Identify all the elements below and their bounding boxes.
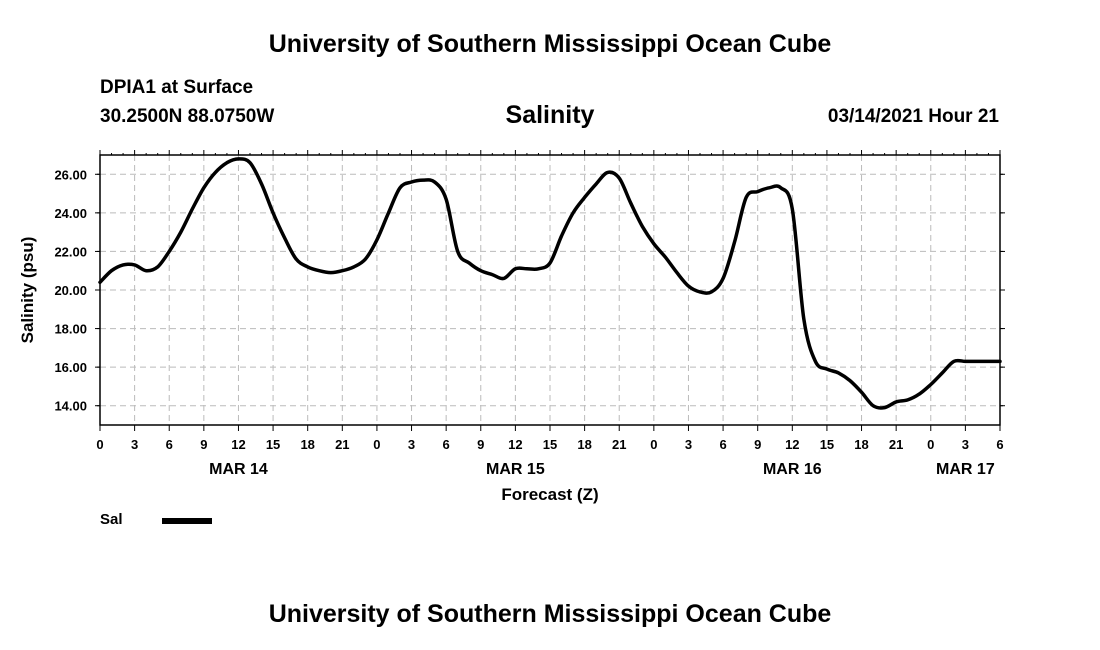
x-tick-label: 15 bbox=[543, 437, 557, 452]
y-tick-label: 18.00 bbox=[54, 322, 87, 337]
y-tick-label: 24.00 bbox=[54, 206, 87, 221]
date-label: MAR 16 bbox=[763, 461, 822, 478]
y-tick-label: 26.00 bbox=[54, 167, 87, 182]
x-tick-label: 15 bbox=[820, 437, 834, 452]
coordinates-label: 30.2500N 88.0750W bbox=[100, 106, 275, 127]
x-tick-label: 0 bbox=[373, 437, 380, 452]
date-label: MAR 14 bbox=[209, 461, 268, 478]
y-axis-title: Salinity (psu) bbox=[18, 237, 37, 344]
x-tick-label: 6 bbox=[719, 437, 726, 452]
x-tick-label: 3 bbox=[685, 437, 692, 452]
x-tick-label: 0 bbox=[650, 437, 657, 452]
top-title: University of Southern Mississippi Ocean… bbox=[268, 30, 832, 58]
x-tick-label: 12 bbox=[231, 437, 245, 452]
x-tick-label: 18 bbox=[854, 437, 868, 452]
x-tick-label: 3 bbox=[131, 437, 138, 452]
x-tick-label: 12 bbox=[785, 437, 799, 452]
x-tick-label: 18 bbox=[577, 437, 591, 452]
x-tick-label: 9 bbox=[477, 437, 484, 452]
x-tick-label: 12 bbox=[508, 437, 522, 452]
x-tick-label: 21 bbox=[612, 437, 626, 452]
x-tick-label: 9 bbox=[754, 437, 761, 452]
y-tick-label: 16.00 bbox=[54, 360, 87, 375]
grid bbox=[100, 155, 1000, 425]
x-tick-label: 0 bbox=[96, 437, 103, 452]
series-line-sal bbox=[98, 157, 1002, 410]
x-tick-label: 15 bbox=[266, 437, 280, 452]
x-tick-label: 6 bbox=[443, 437, 450, 452]
station-label: DPIA1 at Surface bbox=[100, 77, 254, 98]
x-tick-label: 6 bbox=[996, 437, 1003, 452]
datetime-label: 03/14/2021 Hour 21 bbox=[827, 106, 999, 127]
axis-ticks bbox=[95, 150, 1005, 431]
date-label: MAR 17 bbox=[936, 461, 995, 478]
bottom-title: University of Southern Mississippi Ocean… bbox=[268, 600, 832, 628]
y-tick-label: 20.00 bbox=[54, 283, 87, 298]
chart-title: Salinity bbox=[505, 101, 595, 129]
x-tick-label: 3 bbox=[962, 437, 969, 452]
x-axis-title: Forecast (Z) bbox=[501, 485, 598, 504]
x-tick-label: 18 bbox=[300, 437, 314, 452]
x-tick-label: 6 bbox=[166, 437, 173, 452]
x-tick-label: 3 bbox=[408, 437, 415, 452]
x-tick-label: 0 bbox=[927, 437, 934, 452]
legend-label: Sal bbox=[100, 511, 123, 528]
x-tick-label: 21 bbox=[889, 437, 903, 452]
y-tick-label: 14.00 bbox=[54, 399, 87, 414]
y-tick-label: 22.00 bbox=[54, 244, 87, 259]
date-label: MAR 15 bbox=[486, 461, 545, 478]
x-tick-label: 21 bbox=[335, 437, 349, 452]
axis-labels: 0 3 6 9 12 15 18 21 0 3 6 9 12 15 18 21 0 3 6 9 12 15 18 21 0 3 6M… bbox=[54, 167, 1003, 478]
series-layer bbox=[98, 157, 1002, 410]
x-tick-label: 9 bbox=[200, 437, 207, 452]
